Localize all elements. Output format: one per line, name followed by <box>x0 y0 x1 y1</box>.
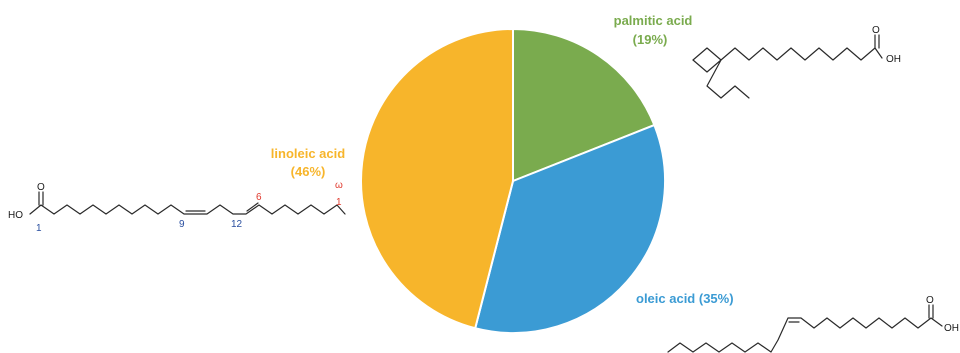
label-palmitic-pct: (19%) <box>633 32 668 47</box>
oleic-atom-oh: OH <box>944 323 959 334</box>
label-oleic: oleic acid (35%) <box>636 291 734 306</box>
pie-slice-palmitic-acid <box>512 27 656 183</box>
linoleic-num-12: 12 <box>231 219 243 230</box>
linoleic-num-omega1: 1 <box>336 197 342 208</box>
oleic-atom-o: O <box>926 295 934 306</box>
label-palmitic-name: palmitic acid <box>614 13 693 28</box>
palmitic-chain-tail <box>692 59 750 99</box>
palmitic-acid-structure: O OH <box>692 25 901 99</box>
linoleic-num-1: 1 <box>36 223 42 234</box>
linoleic-omega-symbol: ω <box>335 180 343 191</box>
pie-chart <box>360 27 666 334</box>
linoleic-num-omega6: 6 <box>256 192 262 203</box>
label-linoleic-pct: (46%) <box>291 164 326 179</box>
label-linoleic-name: linoleic acid <box>271 146 345 161</box>
pie-slice-oleic-acid <box>473 123 666 334</box>
palmitic-atom-o: O <box>872 25 880 36</box>
linoleic-atom-o: O <box>37 182 45 193</box>
linoleic-num-9: 9 <box>179 219 185 230</box>
linoleic-chain <box>29 204 346 215</box>
linoleic-double-bond-12 <box>246 202 259 212</box>
linoleic-acid-structure: O HO 1 9 12 6 ω 1 <box>8 180 346 234</box>
oleic-chain <box>667 317 943 353</box>
pie-slice-linoleic-acid <box>360 27 514 330</box>
palmitic-chain-upper <box>692 47 883 61</box>
palmitic-atom-oh: OH <box>886 54 901 65</box>
linoleic-atom-ho: HO <box>8 210 23 221</box>
oleic-acid-structure: O OH <box>667 295 959 353</box>
